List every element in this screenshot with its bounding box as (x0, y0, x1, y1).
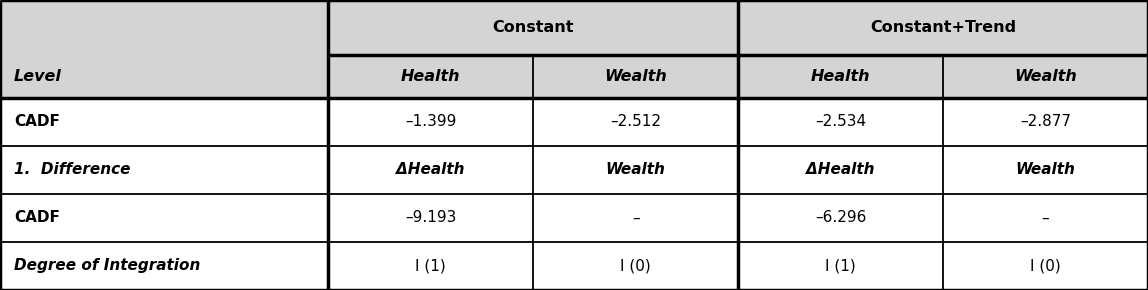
Bar (0, 194, 1148, 242)
Text: –: – (1041, 210, 1049, 225)
Text: –2.877: –2.877 (1021, 114, 1071, 129)
Text: –1.399: –1.399 (405, 114, 457, 129)
Text: 1.  Difference: 1. Difference (14, 162, 130, 177)
Text: Wealth: Wealth (606, 162, 666, 177)
Text: I (1): I (1) (825, 258, 856, 273)
Bar (0, 55, 1148, 98)
Text: ΔHealth: ΔHealth (806, 162, 875, 177)
Text: –9.193: –9.193 (405, 210, 457, 225)
Text: Level: Level (14, 69, 62, 84)
Text: I (0): I (0) (620, 258, 651, 273)
Text: –6.296: –6.296 (815, 210, 867, 225)
Bar (0, 0, 1148, 55)
Text: CADF: CADF (14, 210, 60, 225)
Text: ΔHealth: ΔHealth (396, 162, 465, 177)
Text: Constant: Constant (492, 20, 574, 35)
Text: Wealth: Wealth (604, 69, 667, 84)
Text: Wealth: Wealth (1014, 69, 1077, 84)
Text: Health: Health (401, 69, 460, 84)
Text: –: – (631, 210, 639, 225)
Bar (0, 146, 1148, 194)
Text: CADF: CADF (14, 114, 60, 129)
Text: I (0): I (0) (1030, 258, 1061, 273)
Text: I (1): I (1) (416, 258, 447, 273)
Text: –2.534: –2.534 (815, 114, 866, 129)
Text: Wealth: Wealth (1016, 162, 1076, 177)
Text: –2.512: –2.512 (610, 114, 661, 129)
Bar (0, 242, 1148, 290)
Text: Constant+Trend: Constant+Trend (870, 20, 1016, 35)
Bar (0, 98, 1148, 146)
Text: Health: Health (810, 69, 870, 84)
Text: Degree of Integration: Degree of Integration (14, 258, 200, 273)
